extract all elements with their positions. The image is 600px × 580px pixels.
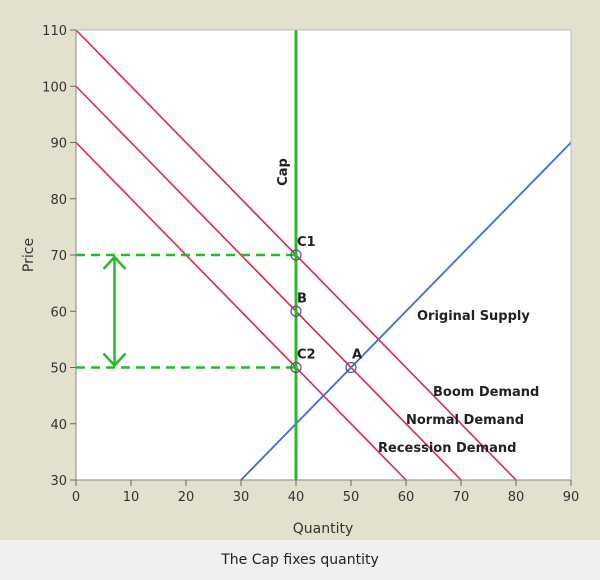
x-tick-label-40: 40: [288, 490, 305, 505]
series-line-normal-demand: [75, 85, 462, 481]
x-axis-title: Quantity: [293, 521, 354, 537]
x-tick-label-50: 50: [343, 490, 360, 505]
y-tick-label-30: 30: [50, 474, 67, 489]
overlay-layer: [76, 30, 357, 480]
point-marker-c2: [290, 361, 302, 374]
point-marker-c1: [290, 249, 302, 261]
x-tick-label-80: 80: [508, 490, 525, 505]
price-quantity-chart: 0 10 20 30 40 50 60 70 80 9030405060708090100110 …: [21, 24, 579, 537]
axis-layer: 0 10 20 30 40 50 60 70 80 90 30 40 50 60 70 80 90 100 110: [42, 24, 579, 505]
caption-bar: The Cap fixes quantity: [0, 540, 600, 580]
point-label-c1: C1: [297, 235, 316, 250]
series-label-boom-demand: Boom Demand: [433, 385, 539, 400]
y-tick-label-70: 70: [50, 249, 67, 264]
y-tick-label-40: 40: [50, 418, 67, 433]
y-tick-label-50: 50: [50, 362, 67, 377]
cap-label: Cap: [276, 158, 291, 186]
point-label-b: B: [297, 291, 307, 306]
range-arrow-head-up: [102, 255, 127, 270]
range-arrow-head-down: [102, 352, 127, 368]
point-marker-a: [345, 361, 357, 374]
x-tick-label-10: 10: [123, 490, 140, 505]
y-axis-title: Price: [21, 238, 37, 272]
y-tick-label-100: 100: [42, 80, 67, 95]
figure-background: 0 10 20 30 40 50 60 70 80 90 30 40 50 60 70 80 90 100 110 …: [0, 0, 600, 540]
x-tick-label-20: 20: [178, 490, 195, 505]
series-label-recession-demand: Recession Demand: [378, 441, 516, 456]
caption-text: The Cap fixes quantity: [221, 552, 379, 568]
y-tick-label-90: 90: [50, 137, 67, 152]
x-tick-label-30: 30: [233, 490, 250, 505]
x-tick-label-0: 0: [72, 490, 80, 505]
point-marker-b: [290, 305, 302, 317]
point-label-c2: C2: [297, 348, 316, 363]
y-tick-label-60: 60: [50, 305, 67, 320]
x-tick-label-90: 90: [563, 490, 580, 505]
y-tick-label-110: 110: [42, 24, 67, 39]
series-label-normal-demand: Normal Demand: [406, 413, 524, 428]
y-tick-label-80: 80: [50, 193, 67, 208]
x-tick-label-60: 60: [398, 490, 415, 505]
x-tick-label-70: 70: [453, 490, 470, 505]
series-line-recession-demand: [75, 141, 407, 481]
label-layer: Boom Demand Normal Demand Recession Demand…: [276, 158, 539, 456]
point-label-a: A: [352, 348, 362, 363]
series-label-original-supply: Original Supply: [417, 309, 530, 324]
